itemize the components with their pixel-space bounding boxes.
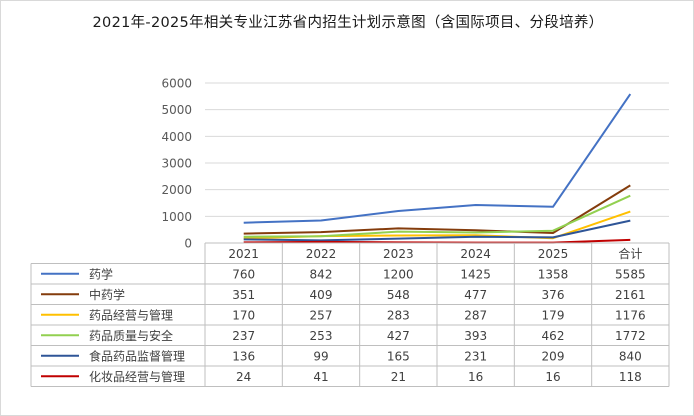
data-cell: 231 — [464, 349, 487, 363]
data-cell: 179 — [542, 308, 565, 322]
y-tick-label: 6000 — [161, 77, 192, 91]
chart-title: 2021年-2025年相关专业江苏省内招生计划示意图（含国际项目、分段培养） — [92, 15, 604, 31]
x-category-label: 合计 — [618, 246, 642, 261]
data-cell: 1176 — [615, 308, 646, 322]
legend-label-4: 药品质量与安全 — [89, 328, 173, 343]
series-line-4 — [243, 194, 631, 238]
data-cell: 16 — [468, 370, 483, 384]
data-cell: 41 — [313, 370, 328, 384]
data-cell: 1425 — [460, 267, 491, 281]
data-cell: 1358 — [538, 267, 569, 281]
x-category-label: 2022 — [306, 247, 337, 261]
data-cell: 165 — [387, 349, 410, 363]
data-cell: 840 — [619, 349, 642, 363]
data-cell: 209 — [542, 349, 565, 363]
series-line-3 — [243, 210, 631, 240]
legend-label-6: 化妆品经营与管理 — [89, 369, 185, 384]
data-cell: 170 — [232, 308, 255, 322]
data-cell: 16 — [545, 370, 560, 384]
data-cell: 118 — [619, 370, 642, 384]
data-cell: 409 — [310, 288, 333, 302]
data-cell: 1200 — [383, 267, 414, 281]
data-cell: 548 — [387, 288, 410, 302]
y-tick-label: 1000 — [161, 210, 192, 224]
data-cell: 842 — [310, 267, 333, 281]
y-tick-label: 4000 — [161, 130, 192, 144]
series-line-5 — [243, 219, 631, 242]
data-cell: 287 — [464, 308, 487, 322]
series-lines — [243, 93, 632, 244]
data-cell: 393 — [464, 329, 487, 343]
data-cell: 5585 — [615, 267, 646, 281]
y-tick-label: 2000 — [161, 183, 192, 197]
data-cell: 351 — [232, 288, 255, 302]
series-line-1 — [243, 93, 632, 224]
data-cell: 477 — [464, 288, 487, 302]
data-cell: 136 — [232, 349, 255, 363]
legend-label-3: 药品经营与管理 — [89, 307, 173, 322]
x-category-label: 2024 — [460, 247, 491, 261]
x-category-label: 2025 — [538, 247, 569, 261]
legend-label-5: 食品药品监督管理 — [89, 348, 185, 363]
data-cell: 24 — [236, 370, 251, 384]
data-cell: 1772 — [615, 329, 646, 343]
data-cell: 99 — [313, 349, 328, 363]
x-category-label: 2021 — [228, 247, 259, 261]
data-cell: 21 — [391, 370, 406, 384]
data-cell: 462 — [542, 329, 565, 343]
data-cell: 237 — [232, 329, 255, 343]
data-cell: 2161 — [615, 288, 646, 302]
y-tick-label: 5000 — [161, 103, 192, 117]
data-cell: 760 — [232, 267, 255, 281]
data-cell: 257 — [310, 308, 333, 322]
series-line-2 — [243, 184, 631, 235]
x-category-label: 2023 — [383, 247, 414, 261]
legend-label-2: 中药学 — [89, 287, 125, 302]
gridlines: 0 1000 2000 3000 4000 5000 6000 — [161, 77, 669, 251]
y-tick-label: 3000 — [161, 157, 192, 171]
data-cell: 376 — [542, 288, 565, 302]
data-cell: 253 — [310, 329, 333, 343]
legend-label-1: 药学 — [89, 266, 113, 281]
y-tick-label: 0 — [184, 237, 192, 251]
data-cell: 427 — [387, 329, 410, 343]
data-cell: 283 — [387, 308, 410, 322]
